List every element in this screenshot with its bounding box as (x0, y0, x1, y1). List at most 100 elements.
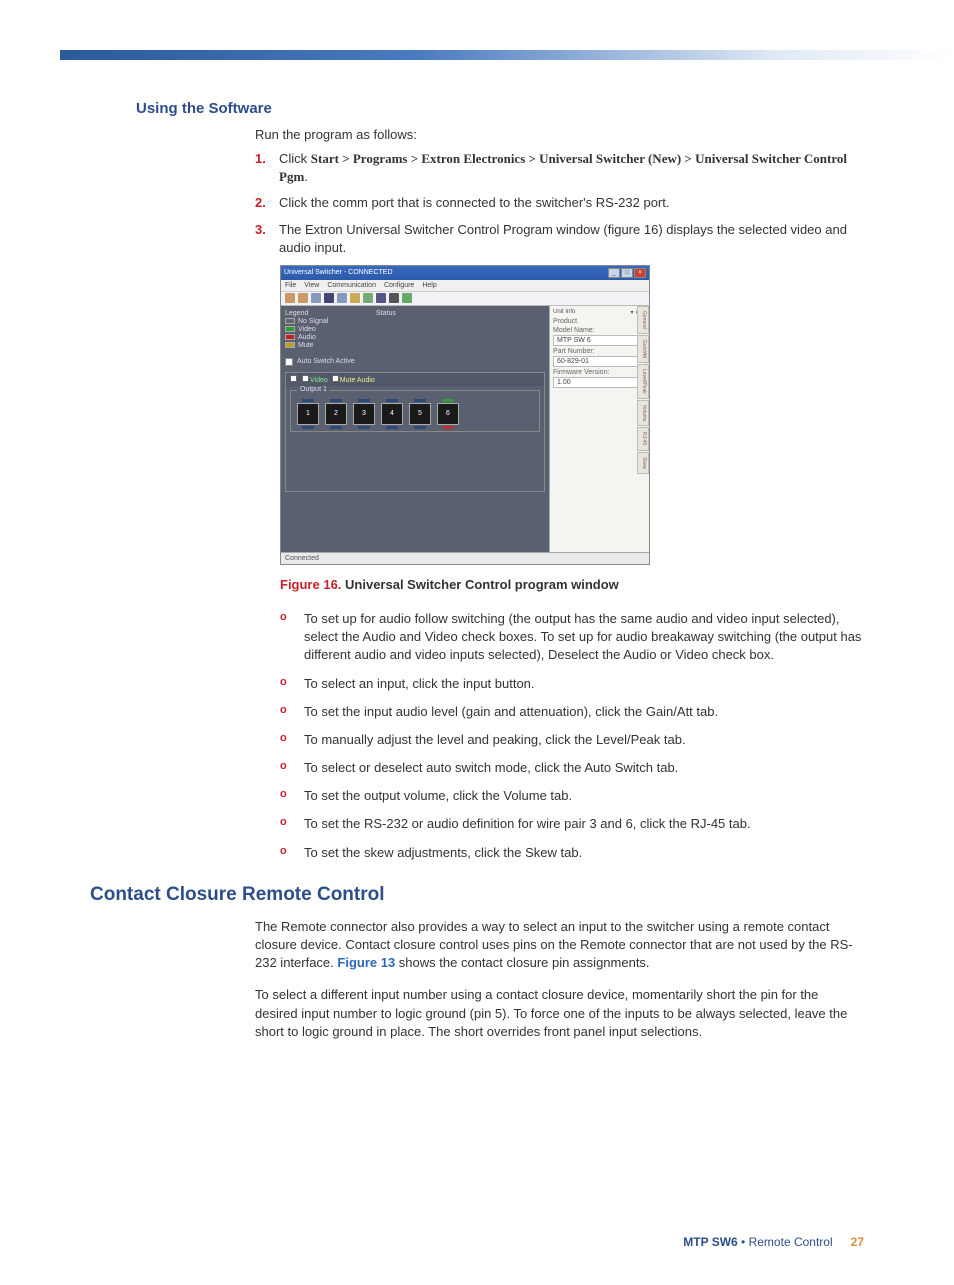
vtab-gain-att[interactable]: Gain/Att (637, 335, 649, 363)
step-pre: Click (279, 151, 311, 166)
step-bold: Start > Programs > Extron Electronics > … (279, 151, 847, 184)
footer-page-number: 27 (851, 1235, 864, 1249)
auto-switch-checkbox[interactable] (285, 358, 293, 366)
toolbar-icon[interactable] (324, 293, 334, 303)
sub-body: To select or deselect auto switch mode, … (304, 759, 864, 777)
panel-pin-icon[interactable]: ▾ (630, 309, 633, 316)
menu-file[interactable]: File (285, 282, 296, 289)
toolbar-icon[interactable] (285, 293, 295, 303)
step-number: 1. (255, 150, 279, 186)
minimize-button[interactable]: _ (608, 268, 620, 278)
legend-title: Legend (285, 310, 365, 317)
sub-item: oTo set the RS-232 or audio definition f… (280, 815, 864, 833)
vtab-rj45[interactable]: RJ-45 (637, 427, 649, 450)
footer-section: Remote Control (749, 1235, 833, 1249)
legend-swatch (285, 318, 295, 324)
sub-item: oTo manually adjust the level and peakin… (280, 731, 864, 749)
toolbar-icon[interactable] (298, 293, 308, 303)
sub-item: oTo set the input audio level (gain and … (280, 703, 864, 721)
menu-communication[interactable]: Communication (327, 282, 376, 289)
step-number: 2. (255, 194, 279, 212)
main-panel: Legend No Signal Video Audio Mute Status… (281, 306, 549, 552)
sub-body: To select an input, click the input butt… (304, 675, 864, 693)
vtab-skew[interactable]: Skew (637, 452, 649, 474)
field-label: Part Number: (553, 348, 646, 355)
sub-bullet: o (280, 703, 304, 721)
toolbar-icon[interactable] (389, 293, 399, 303)
legend-label: Video (298, 326, 316, 333)
step-body: Click Start > Programs > Extron Electron… (279, 150, 864, 186)
input-button-1[interactable]: 1 (297, 403, 319, 425)
vtab-level-peak[interactable]: Level/Peak (637, 364, 649, 399)
toolbar-icon[interactable] (376, 293, 386, 303)
maximize-button[interactable]: □ (621, 268, 633, 278)
para-post: shows the contact closure pin assignment… (395, 955, 649, 970)
unit-info-panel: Unit Info ▾ ⊕ × Product Model Name: MTP … (549, 306, 649, 552)
sub-body: To set the input audio level (gain and a… (304, 703, 864, 721)
menu-configure[interactable]: Configure (384, 282, 414, 289)
window-title: Universal Switcher - CONNECTED (284, 269, 393, 276)
field-label: Firmware Version: (553, 369, 646, 376)
auto-switch-row: Auto Switch Active (285, 358, 355, 366)
menu-bar: File View Communication Configure Help (281, 280, 649, 292)
field-value: MTP SW 6 (553, 335, 646, 346)
close-button[interactable]: × (634, 268, 646, 278)
step-body: Click the comm port that is connected to… (279, 194, 864, 212)
toolbar-icon[interactable] (337, 293, 347, 303)
panel-title-text: Unit Info (553, 309, 575, 316)
legend-row: No Signal (285, 318, 365, 325)
sub-bullet: o (280, 844, 304, 862)
toolbar-icon[interactable] (363, 293, 373, 303)
sub-body: To manually adjust the level and peaking… (304, 731, 864, 749)
menu-view[interactable]: View (304, 282, 319, 289)
legend-row: Audio (285, 334, 365, 341)
sub-item: oTo set the output volume, click the Vol… (280, 787, 864, 805)
input-button-6[interactable]: 6 (437, 403, 459, 425)
sub-body: To set the output volume, click the Volu… (304, 787, 864, 805)
window-titlebar: Universal Switcher - CONNECTED _ □ × (281, 266, 649, 280)
check-row: Video Mute Audio (286, 373, 544, 386)
input-button-2[interactable]: 2 (325, 403, 347, 425)
sub-body: To set up for audio follow switching (th… (304, 610, 864, 665)
mute-audio-checkbox[interactable]: Mute Audio (332, 375, 375, 384)
figure-text: Universal Switcher Control program windo… (341, 577, 618, 592)
video-checkbox[interactable]: Video (302, 375, 328, 384)
input-button-5[interactable]: 5 (409, 403, 431, 425)
step-3: 3. The Extron Universal Switcher Control… (255, 221, 864, 257)
input-buttons: 1 2 3 4 5 6 (295, 401, 535, 427)
input-button-4[interactable]: 4 (381, 403, 403, 425)
page-content: Using the Software Run the program as fo… (0, 60, 954, 1041)
field-label: Product (553, 318, 646, 325)
input-button-3[interactable]: 3 (353, 403, 375, 425)
legend-row: Video (285, 326, 365, 333)
legend-label: Audio (298, 334, 316, 341)
toolbar-icon[interactable] (311, 293, 321, 303)
vertical-tabs: General Gain/Att Level/Peak Volume RJ-45… (637, 306, 649, 552)
status-label: Status (376, 310, 396, 317)
figure-number: Figure 16. (280, 577, 341, 592)
help-icon[interactable] (402, 293, 412, 303)
toolbar (281, 292, 649, 306)
figure-13-link[interactable]: Figure 13 (337, 955, 395, 970)
page-footer: MTP SW6 • Remote Control27 (683, 1235, 864, 1249)
sub-item: oTo set the skew adjustments, click the … (280, 844, 864, 862)
step-2: 2. Click the comm port that is connected… (255, 194, 864, 212)
vtab-general[interactable]: General (637, 306, 649, 334)
status-text: Connected (285, 555, 319, 562)
vtab-volume[interactable]: Volume (637, 400, 649, 427)
check-item[interactable] (290, 375, 298, 384)
sub-item: oTo select an input, click the input but… (280, 675, 864, 693)
figure-caption: Figure 16. Universal Switcher Control pr… (280, 577, 864, 592)
sub-bullet: o (280, 815, 304, 833)
sub-item: oTo set up for audio follow switching (t… (280, 610, 864, 665)
menu-help[interactable]: Help (422, 282, 436, 289)
sub-bullet: o (280, 759, 304, 777)
toolbar-icon[interactable] (350, 293, 360, 303)
status-bar: Connected (281, 552, 649, 564)
panel-header: Unit Info ▾ ⊕ × (553, 309, 646, 316)
footer-product: MTP SW6 (683, 1235, 737, 1249)
legend-label: No Signal (298, 318, 328, 325)
legend-swatch (285, 334, 295, 340)
output-group-title: Output 1 (297, 386, 330, 393)
sub-bullet: o (280, 731, 304, 749)
